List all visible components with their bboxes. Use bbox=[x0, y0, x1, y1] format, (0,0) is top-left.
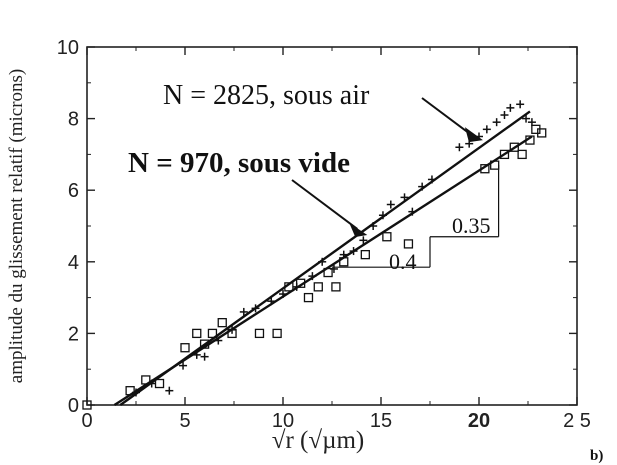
data-point-plus bbox=[349, 247, 358, 256]
data-point-plus bbox=[179, 361, 188, 370]
x-tick-label: 20 bbox=[468, 410, 490, 432]
data-point-plus bbox=[251, 304, 260, 313]
data-point-plus bbox=[427, 175, 436, 184]
y-tick-label: 4 bbox=[68, 252, 79, 274]
data-point-square bbox=[125, 386, 135, 396]
annotation-label: N = 2825, sous air bbox=[163, 80, 370, 111]
data-point-plus bbox=[386, 200, 395, 209]
data-point-plus bbox=[492, 118, 501, 127]
x-axis-label: √r (√µm) bbox=[272, 427, 365, 454]
data-point-plus bbox=[500, 111, 509, 120]
data-point-square bbox=[525, 135, 535, 145]
data-point-square bbox=[331, 282, 341, 292]
data-point-plus bbox=[408, 207, 417, 216]
data-point-square bbox=[284, 282, 294, 292]
data-point-square bbox=[207, 328, 218, 339]
data-point-square bbox=[180, 343, 190, 353]
annotation-arrow bbox=[291, 179, 358, 230]
data-point-square bbox=[272, 328, 282, 339]
slope-label: 0.4 bbox=[389, 249, 417, 274]
data-point-square bbox=[254, 328, 265, 339]
data-point-plus bbox=[516, 100, 525, 109]
data-point-square bbox=[141, 375, 151, 385]
data-point-square bbox=[303, 292, 314, 303]
data-point-square bbox=[480, 164, 490, 174]
y-tick-label: 8 bbox=[68, 109, 79, 131]
data-point-plus bbox=[482, 125, 491, 134]
x-tick-label: 0 bbox=[81, 410, 92, 432]
annotation-arrowhead bbox=[464, 127, 483, 143]
data-point-square bbox=[537, 128, 547, 138]
data-point-plus bbox=[200, 352, 209, 361]
annotations: N = 2825, sous air N = 970, sous vide 0.35… bbox=[128, 80, 500, 274]
data-point-plus bbox=[192, 350, 201, 359]
annotation-arrow bbox=[421, 97, 474, 137]
data-point-plus bbox=[267, 297, 276, 306]
data-point-square bbox=[499, 149, 510, 160]
data-point-plus bbox=[455, 143, 464, 152]
y-tick-label: 10 bbox=[57, 37, 79, 59]
annotation-label: N = 970, sous vide bbox=[128, 147, 350, 179]
corner-label: b) bbox=[590, 448, 603, 464]
data-point-plus bbox=[308, 272, 317, 281]
data-point-plus bbox=[522, 114, 531, 123]
data-point-square bbox=[509, 142, 519, 152]
x-tick-label: 5 bbox=[179, 410, 190, 432]
axis-ticks: 0 5 10 15 20 2 5 0 2 4 6 8 10 bbox=[57, 37, 591, 432]
y-tick-label: 2 bbox=[68, 323, 79, 345]
data-point-plus bbox=[132, 388, 140, 397]
data-point-square bbox=[313, 282, 323, 292]
data-point-square bbox=[82, 400, 92, 410]
data-point-plus bbox=[378, 211, 387, 220]
y-axis-label: amplitude du glissement relatif (microns… bbox=[6, 69, 27, 383]
data-point-square bbox=[323, 267, 333, 278]
data-point-plus bbox=[369, 222, 378, 230]
data-point-square bbox=[382, 232, 392, 242]
x-tick-label: 15 bbox=[370, 410, 392, 432]
data-point-square bbox=[403, 239, 414, 249]
data-point-square bbox=[339, 257, 349, 267]
y-tick-label: 0 bbox=[68, 395, 79, 417]
data-point-square bbox=[199, 339, 210, 349]
data-point-square bbox=[517, 149, 527, 160]
x-tick-label: 2 5 bbox=[563, 410, 591, 432]
data-point-square bbox=[217, 318, 227, 328]
data-point-square bbox=[192, 328, 202, 339]
data-point-square bbox=[227, 328, 237, 339]
data-point-plus bbox=[165, 386, 174, 395]
data-points bbox=[82, 100, 547, 410]
data-point-square bbox=[360, 249, 370, 260]
fit-line bbox=[113, 135, 533, 407]
x-tick-label: 10 bbox=[272, 410, 294, 432]
y-tick-label: 6 bbox=[68, 180, 79, 202]
data-point-plus bbox=[279, 290, 287, 299]
annotation-arrowhead bbox=[349, 222, 368, 237]
data-point-plus bbox=[239, 307, 248, 316]
data-point-square bbox=[154, 378, 165, 389]
slope-label: 0.35 bbox=[452, 213, 491, 238]
data-point-plus bbox=[214, 336, 223, 345]
data-point-plus bbox=[400, 193, 409, 202]
data-point-plus bbox=[418, 182, 427, 191]
data-point-plus bbox=[506, 103, 515, 112]
fit-lines bbox=[113, 110, 533, 407]
data-point-square bbox=[295, 278, 306, 288]
data-point-plus bbox=[318, 257, 327, 266]
data-point-plus bbox=[359, 236, 368, 245]
